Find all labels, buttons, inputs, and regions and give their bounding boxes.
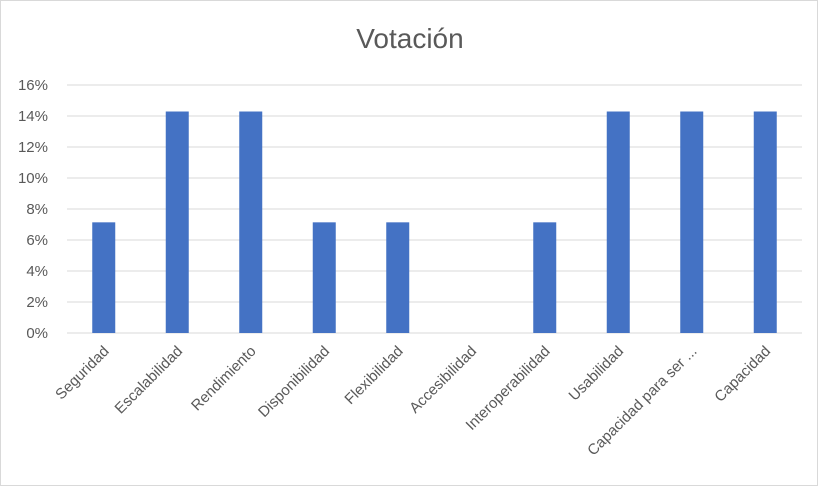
y-tick-label: 4% xyxy=(26,263,48,280)
y-tick-label: 10% xyxy=(18,170,48,187)
bar xyxy=(92,222,116,333)
bar xyxy=(239,111,263,333)
chart-title: Votación xyxy=(356,23,463,54)
bar xyxy=(753,111,777,333)
bar xyxy=(680,111,704,333)
y-tick-label: 2% xyxy=(26,294,48,311)
bar xyxy=(533,222,557,333)
bar xyxy=(386,222,410,333)
x-category-label: Seguridad xyxy=(52,343,112,403)
bars xyxy=(92,111,777,333)
bar xyxy=(165,111,189,333)
x-category-label: Accesibilidad xyxy=(406,343,480,417)
bar xyxy=(312,222,336,333)
y-axis-ticks: 0% 2% 4% 6% 8% 10% 12% 14% 16% xyxy=(18,77,48,342)
x-category-label: Usabilidad xyxy=(566,343,628,405)
y-tick-label: 6% xyxy=(26,232,48,249)
x-category-label: Disponibilidad xyxy=(255,343,333,421)
x-category-label: Rendimiento xyxy=(188,343,260,415)
y-tick-label: 16% xyxy=(18,77,48,94)
x-category-label: Capacidad xyxy=(711,343,774,406)
y-tick-label: 14% xyxy=(18,108,48,125)
y-tick-label: 0% xyxy=(26,325,48,342)
bar xyxy=(606,111,630,333)
x-category-label: Escalabilidad xyxy=(112,343,187,418)
y-tick-label: 12% xyxy=(18,139,48,156)
gridlines xyxy=(67,84,802,334)
x-category-label: Flexibilidad xyxy=(341,343,406,408)
y-tick-label: 8% xyxy=(26,201,48,218)
